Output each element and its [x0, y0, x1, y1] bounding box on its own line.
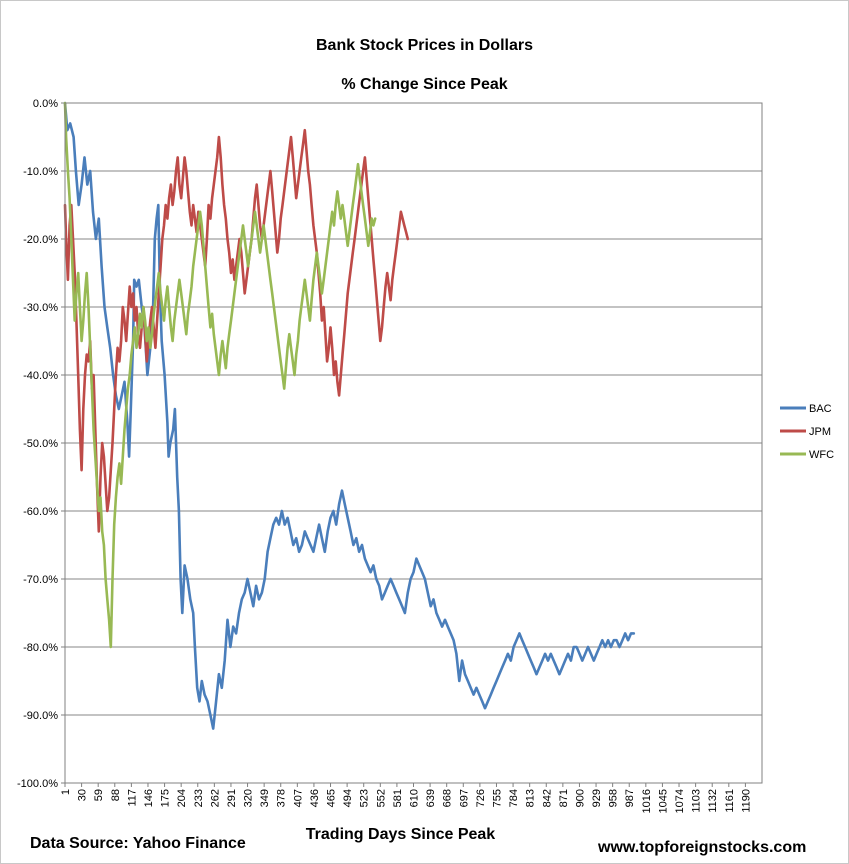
chart-title: Bank Stock Prices in Dollars — [316, 37, 533, 54]
y-tick-label: -50.0% — [23, 438, 58, 450]
x-tick-label: 987 — [624, 789, 636, 807]
x-tick-label: 755 — [491, 789, 503, 807]
x-tick-label: 204 — [176, 789, 188, 807]
y-tick-label: 0.0% — [33, 98, 58, 110]
x-tick-label: 1103 — [691, 789, 703, 813]
series-line-jpm — [63, 128, 410, 533]
x-tick-label: 349 — [259, 789, 271, 807]
x-tick-label: 813 — [525, 789, 537, 807]
x-tick-label: 639 — [425, 789, 437, 807]
x-tick-label: 523 — [359, 789, 371, 807]
x-tick-label: 233 — [193, 789, 205, 807]
x-tick-label: 407 — [292, 789, 304, 807]
x-tick-label: 1045 — [657, 789, 669, 813]
x-tick-label: 900 — [574, 789, 586, 807]
x-tick-label: 958 — [608, 789, 620, 807]
plot-area — [64, 102, 763, 784]
x-tick-label: 1161 — [724, 789, 736, 813]
y-axis-ticks: 0.0% -10.0% -20.0% -30.0% -40.0% -50.0% -60.0%… — [17, 98, 65, 790]
x-tick-label: 610 — [409, 789, 421, 807]
y-tick-label: -80.0% — [23, 642, 58, 654]
y-tick-label: -20.0% — [23, 234, 58, 246]
x-tick-label: 88 — [110, 789, 122, 801]
x-tick-label: 494 — [342, 789, 354, 807]
x-tick-label: 30 — [77, 789, 89, 801]
x-tick-label: 581 — [392, 789, 404, 807]
x-tick-label: 117 — [126, 789, 138, 807]
x-tick-label: 1 — [60, 789, 72, 795]
x-axis-label: Trading Days Since Peak — [305, 826, 496, 843]
x-tick-label: 784 — [508, 789, 520, 807]
y-tick-label: -30.0% — [23, 302, 58, 314]
x-axis-ticks: 1 30 59 88 117 146 175 204 233 262 291 320 349 378 407… — [60, 783, 752, 813]
x-tick-label: 436 — [309, 789, 321, 807]
x-tick-label: 146 — [143, 789, 155, 807]
legend: BAC JPM WFC — [780, 403, 834, 461]
y-tick-label: -70.0% — [23, 574, 58, 586]
series-line-bac — [63, 101, 636, 730]
y-tick-label: -40.0% — [23, 370, 58, 382]
x-tick-label: 668 — [442, 789, 454, 807]
x-tick-label: 59 — [93, 789, 105, 801]
x-tick-label: 552 — [375, 789, 387, 807]
series-lines — [63, 101, 636, 730]
x-tick-label: 291 — [226, 789, 238, 807]
y-tick-label: -90.0% — [23, 710, 58, 722]
x-tick-label: 175 — [160, 789, 172, 807]
x-tick-label: 1074 — [674, 789, 686, 813]
x-tick-label: 842 — [541, 789, 553, 807]
x-tick-label: 929 — [591, 789, 603, 807]
x-tick-label: 465 — [326, 789, 338, 807]
y-tick-label: -10.0% — [23, 166, 58, 178]
website-label: www.topforeignstocks.com — [598, 839, 807, 856]
x-tick-label: 262 — [209, 789, 221, 807]
x-tick-label: 320 — [243, 789, 255, 807]
x-tick-label: 871 — [558, 789, 570, 807]
x-tick-label: 1016 — [641, 789, 653, 813]
x-tick-label: 1132 — [707, 789, 719, 813]
x-tick-label: 726 — [475, 789, 487, 807]
legend-label: WFC — [809, 449, 834, 461]
x-tick-label: 378 — [276, 789, 288, 807]
y-tick-label: -100.0% — [17, 778, 58, 790]
legend-label: BAC — [809, 403, 832, 415]
chart-subtitle: % Change Since Peak — [341, 76, 508, 93]
x-tick-label: 1190 — [740, 789, 752, 813]
data-source-label: Data Source: Yahoo Finance — [30, 835, 246, 852]
x-tick-label: 697 — [458, 789, 470, 807]
legend-label: JPM — [809, 426, 831, 438]
y-tick-label: -60.0% — [23, 506, 58, 518]
series-line-wfc — [63, 101, 377, 649]
